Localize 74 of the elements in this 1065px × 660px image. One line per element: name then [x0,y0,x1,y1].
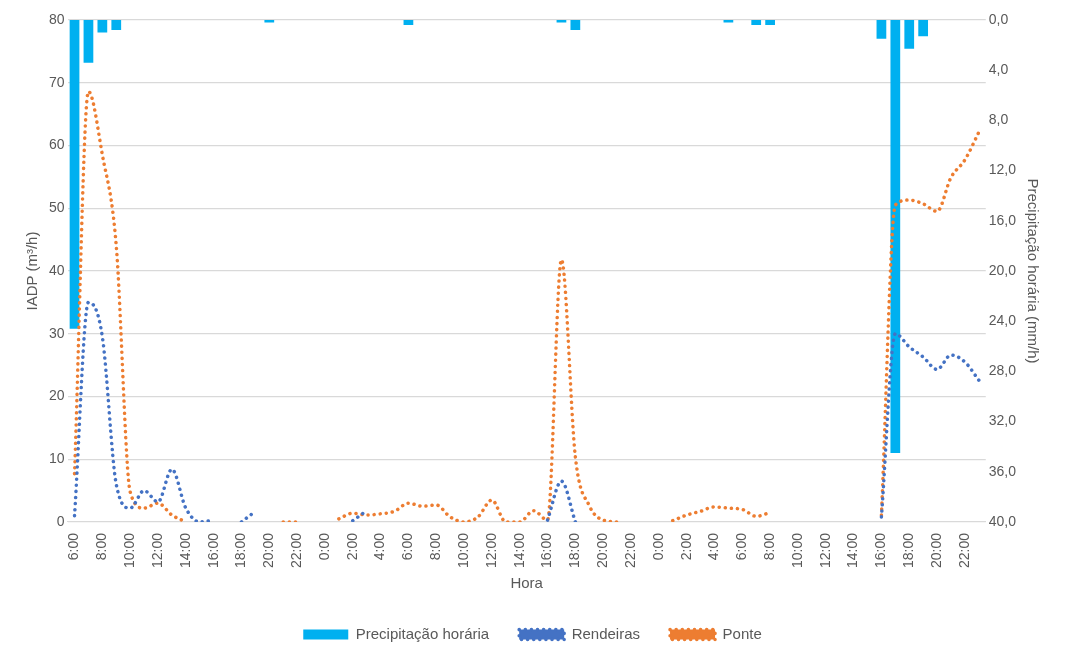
x-tick-label: 10:00 [788,532,805,569]
x-tick-label: 2:00 [677,532,694,561]
x-tick-label: 14:00 [176,532,193,569]
y-tick-label: 10 [48,450,65,467]
y-tick-label: 30 [48,324,65,341]
y2-tick-label: 12,0 [988,161,1017,178]
y2-tick-label: 32,0 [988,412,1017,429]
x-tick-label: 22:00 [621,532,638,569]
y2-tick-label: 20,0 [988,261,1017,278]
x-tick-label: 18:00 [232,532,249,569]
y2-tick-label: 16,0 [988,211,1017,228]
bar [876,20,887,39]
x-tick-label: 12:00 [482,532,499,569]
legend-label: Ponte [722,624,762,642]
y-tick-label: 40 [48,261,65,278]
x-tick-label: 20:00 [927,532,944,569]
bar [111,20,122,31]
x-tick-label: 18:00 [566,532,583,569]
y-axis-title: IADP (m³/h) [23,231,41,311]
x-tick-label: 4:00 [705,532,722,561]
x-axis-title: Hora [510,574,544,592]
x-tick-label: 2:00 [343,532,360,561]
x-tick-label: 8:00 [760,532,777,561]
x-tick-label: 16:00 [538,532,555,569]
x-tick-label: 18:00 [900,532,917,569]
y2-tick-label: 36,0 [988,462,1017,479]
x-tick-label: 20:00 [260,532,277,569]
x-tick-label: 20:00 [594,532,611,569]
y2-tick-label: 28,0 [988,362,1017,379]
y2-tick-label: 24,0 [988,312,1017,329]
bar [403,20,414,26]
x-tick-label: 6:00 [733,532,750,561]
bar [97,20,108,33]
y-tick-label: 60 [48,136,65,153]
x-tick-label: 0:00 [315,532,332,561]
x-tick-label: 12:00 [816,532,833,569]
x-tick-label: 10:00 [454,532,471,569]
y-tick-label: 70 [48,73,65,90]
bar [765,20,775,26]
legend-label: Rendeiras [571,624,641,642]
x-tick-label: 6:00 [65,532,82,561]
y-tick-label: 0 [56,512,65,529]
y2-tick-label: 0,0 [988,10,1009,27]
x-tick-label: 22:00 [955,532,972,569]
bar [83,20,94,63]
x-tick-label: 0:00 [649,532,666,561]
bar [751,20,762,26]
x-tick-label: 12:00 [148,532,165,569]
legend-label: Precipitação horária [355,624,490,642]
y-tick-label: 80 [48,10,65,27]
x-tick-label: 14:00 [510,532,527,569]
x-tick-label: 4:00 [371,532,388,561]
y2-axis-title: Precipitação horária (mm/h) [1024,178,1042,364]
x-tick-label: 16:00 [872,532,889,569]
bar [556,20,567,23]
y-tick-label: 20 [48,387,65,404]
x-tick-label: 8:00 [93,532,110,561]
y-tick-label: 50 [48,199,65,216]
x-tick-label: 6:00 [399,532,416,561]
bar [723,20,734,23]
bar [570,20,581,31]
x-tick-label: 22:00 [287,532,304,569]
y2-tick-label: 40,0 [988,512,1017,529]
x-tick-label: 16:00 [204,532,221,569]
y2-tick-label: 8,0 [988,111,1009,128]
y2-tick-label: 4,0 [988,61,1009,78]
x-tick-label: 14:00 [844,532,861,569]
bar [69,20,80,329]
x-tick-label: 8:00 [427,532,444,561]
bar [918,20,929,37]
bar [264,20,275,23]
bar [904,20,915,49]
bar [890,20,901,453]
x-tick-label: 10:00 [121,532,138,569]
